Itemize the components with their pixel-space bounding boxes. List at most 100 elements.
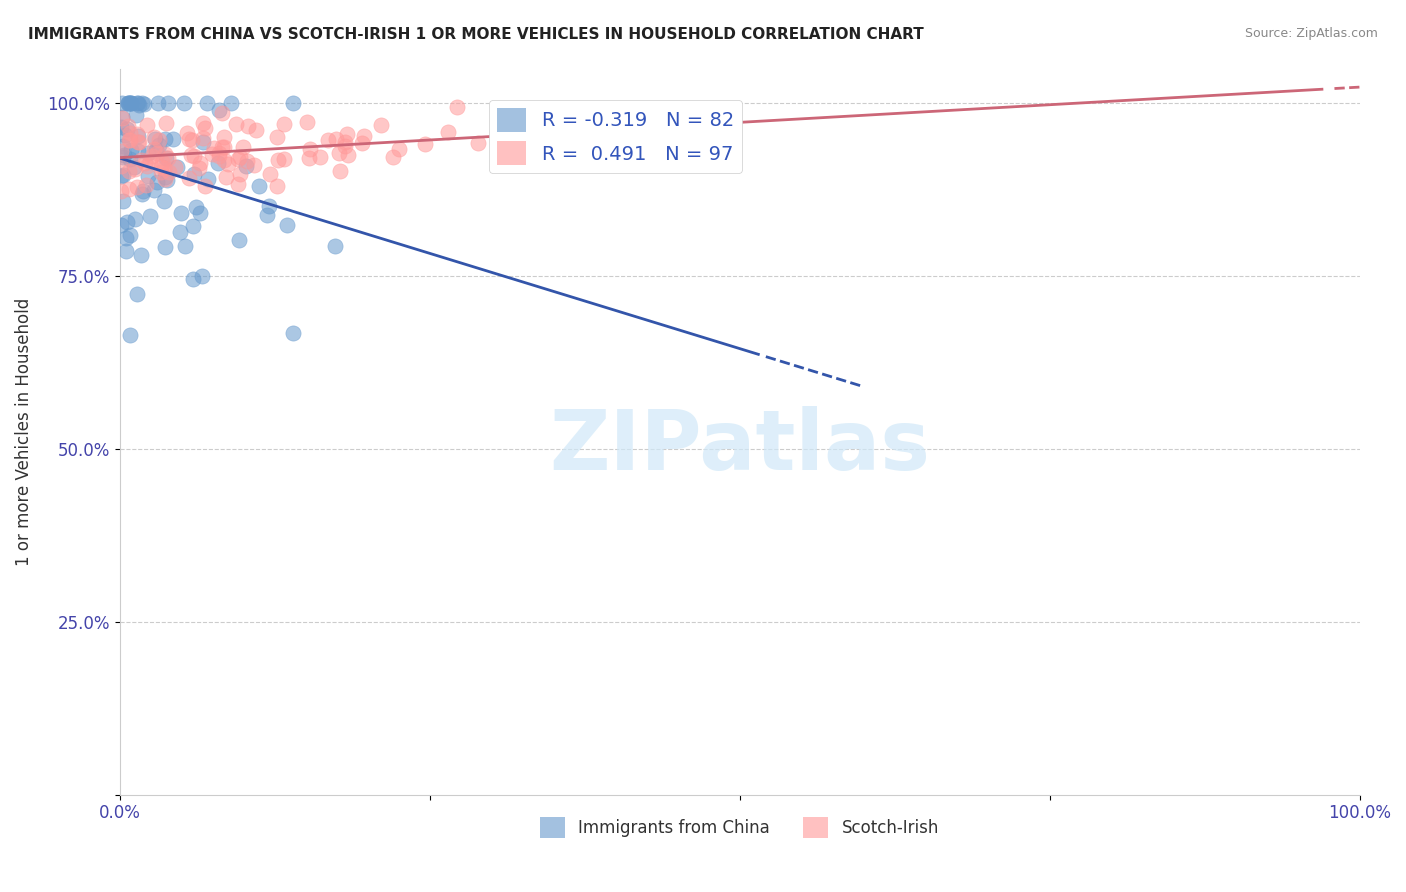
Point <box>115 215 138 229</box>
Point <box>153 170 176 185</box>
Point <box>446 100 468 114</box>
Point <box>226 177 249 191</box>
Point <box>273 117 295 131</box>
Point <box>228 233 250 247</box>
Point <box>132 184 155 198</box>
Legend: Immigrants from China, Scotch-Irish: Immigrants from China, Scotch-Irish <box>533 811 946 845</box>
Point <box>156 151 179 165</box>
Point <box>110 120 132 134</box>
Point <box>128 135 150 149</box>
Point <box>335 139 357 153</box>
Point <box>110 159 132 173</box>
Point <box>214 153 236 167</box>
Point <box>153 161 176 175</box>
Point <box>565 120 588 135</box>
Point <box>111 111 134 125</box>
Point <box>335 135 357 149</box>
Point <box>323 239 346 253</box>
Point <box>111 194 134 208</box>
Point <box>413 136 436 151</box>
Point <box>281 326 304 340</box>
Point <box>329 164 352 178</box>
Point <box>337 148 360 162</box>
Point <box>211 140 233 154</box>
Point <box>247 179 270 194</box>
Point <box>232 140 254 154</box>
Point <box>276 219 298 233</box>
Point <box>118 153 141 167</box>
Point <box>188 156 211 170</box>
Point <box>236 119 259 133</box>
Point <box>155 147 177 161</box>
Point <box>235 159 257 173</box>
Point <box>111 110 134 124</box>
Point <box>153 240 176 254</box>
Point <box>298 142 321 156</box>
Point <box>194 120 217 135</box>
Point <box>381 150 404 164</box>
Point <box>245 123 267 137</box>
Point <box>184 201 207 215</box>
Point <box>169 225 191 239</box>
Point <box>118 132 141 146</box>
Point <box>148 137 170 152</box>
Point <box>215 169 238 184</box>
Point <box>127 136 149 150</box>
Point <box>117 96 139 111</box>
Point <box>145 132 167 146</box>
Point <box>188 206 211 220</box>
Point <box>149 165 172 179</box>
Point <box>131 247 153 261</box>
Point <box>120 143 142 157</box>
Point <box>212 130 235 145</box>
Point <box>153 171 176 186</box>
Point <box>437 125 460 139</box>
Point <box>141 149 163 163</box>
Point <box>297 114 319 128</box>
Point <box>226 153 249 167</box>
Point <box>183 167 205 181</box>
Point <box>316 133 339 147</box>
Point <box>297 152 319 166</box>
Point <box>153 132 176 146</box>
Point <box>229 167 252 181</box>
Point <box>308 150 330 164</box>
Point <box>207 156 229 170</box>
Point <box>132 96 155 111</box>
Point <box>328 146 350 161</box>
Point <box>124 161 146 176</box>
Point <box>267 153 290 168</box>
Point <box>127 144 149 158</box>
Point <box>242 158 264 172</box>
Point <box>181 219 204 233</box>
Point <box>118 96 141 111</box>
Point <box>191 116 214 130</box>
Point <box>112 148 135 162</box>
Point <box>145 143 167 157</box>
Point <box>110 144 132 158</box>
Point <box>195 96 218 111</box>
Point <box>225 118 247 132</box>
Point <box>138 169 160 183</box>
Point <box>170 206 193 220</box>
Point <box>212 140 235 154</box>
Point <box>148 133 170 147</box>
Point <box>145 176 167 190</box>
Point <box>125 286 148 301</box>
Point <box>157 165 180 179</box>
Point <box>114 231 136 245</box>
Point <box>135 178 157 193</box>
Point <box>118 163 141 178</box>
Point <box>273 152 295 166</box>
Point <box>143 142 166 156</box>
Point <box>148 96 170 111</box>
Point <box>136 146 159 161</box>
Point <box>157 96 180 111</box>
Point <box>197 171 219 186</box>
Point <box>146 146 169 161</box>
Point <box>118 182 141 196</box>
Point <box>193 131 215 145</box>
Point <box>187 161 209 176</box>
Point <box>117 119 139 133</box>
Point <box>125 179 148 194</box>
